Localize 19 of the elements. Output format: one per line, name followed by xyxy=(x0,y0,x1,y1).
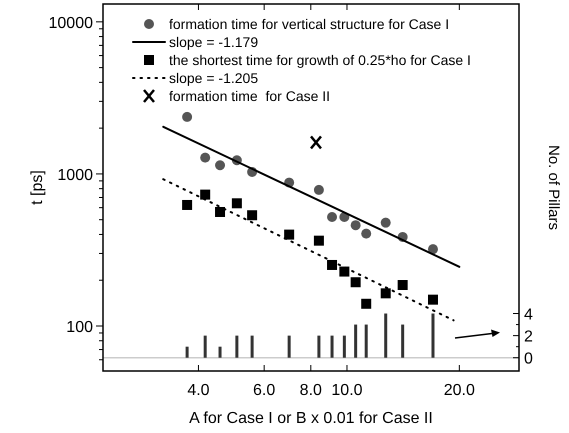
y-tick-label: 1000 xyxy=(57,166,94,184)
x-tick-label: 6.0 xyxy=(253,382,276,399)
y2-tick-label: 4 xyxy=(524,306,533,324)
x-axis-title: A for Case I or B x 0.01 for Case II xyxy=(189,410,433,427)
y2-tick-label: 0 xyxy=(524,350,533,368)
x-tick-label: 10.0 xyxy=(331,382,363,399)
legend-label: formation time for vertical structure for Case I xyxy=(169,16,450,32)
y-axis-title: t [ps] xyxy=(29,170,46,205)
x-tick-label: 20.0 xyxy=(444,382,475,399)
legend-label: slope = -1.205 xyxy=(169,70,258,86)
x-tick-label: 8.0 xyxy=(300,382,322,399)
x-tick-label: 4.0 xyxy=(187,382,210,399)
y2-tick-label: 2 xyxy=(524,328,533,346)
legend-label: formation time for Case II xyxy=(169,88,330,104)
y-tick-label: 10000 xyxy=(48,14,94,32)
legend-label: the shortest time for growth of 0.25*ho for Case I xyxy=(169,52,471,68)
y-tick-label: 100 xyxy=(66,319,94,336)
legend-label: slope = -1.179 xyxy=(169,34,258,50)
y2-axis-title: No. of Pillars xyxy=(545,144,562,230)
